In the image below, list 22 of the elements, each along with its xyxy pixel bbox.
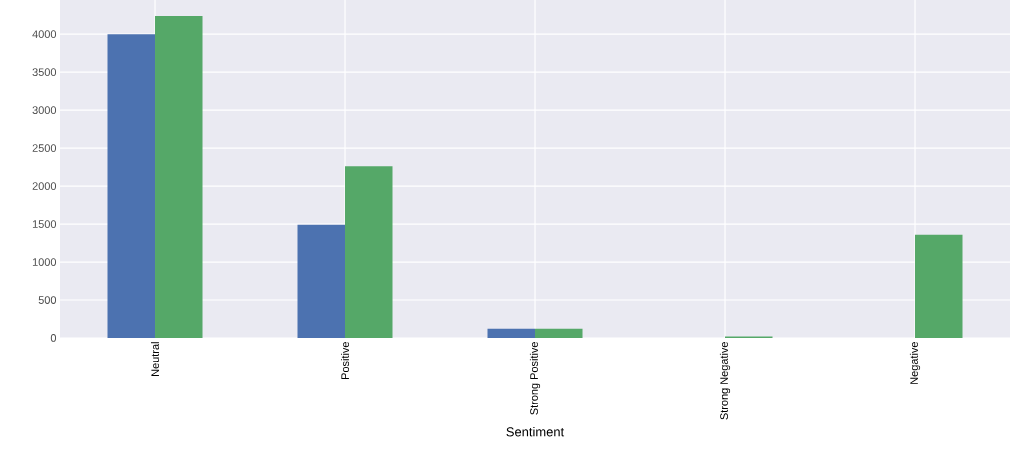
bar	[487, 328, 536, 338]
bar	[535, 328, 583, 338]
x-tick-label: Neutral	[150, 342, 160, 376]
bar	[297, 224, 346, 338]
x-axis-title: Sentiment	[506, 426, 565, 437]
y-tick-label: 0	[50, 334, 57, 342]
y-tick-label: 1500	[32, 220, 57, 228]
x-tick-label: Negative	[909, 342, 921, 384]
x-tick-label: Positive	[340, 341, 350, 379]
y-tick-label: 1000	[32, 258, 57, 266]
y-tick-label: 2500	[32, 144, 57, 152]
y-tick-label: 500	[38, 296, 57, 304]
y-tick-label: 4000	[32, 30, 57, 39]
bar	[345, 166, 393, 338]
bar	[155, 15, 203, 338]
y-tick-label: 2000	[32, 182, 57, 190]
x-tick-label: Strong Positive	[529, 342, 541, 415]
bar	[915, 234, 963, 338]
bar	[107, 34, 156, 338]
y-tick-label: 3000	[32, 106, 57, 114]
x-tick-label: Strong Negative	[719, 342, 731, 420]
y-tick-label: 3500	[32, 68, 57, 77]
